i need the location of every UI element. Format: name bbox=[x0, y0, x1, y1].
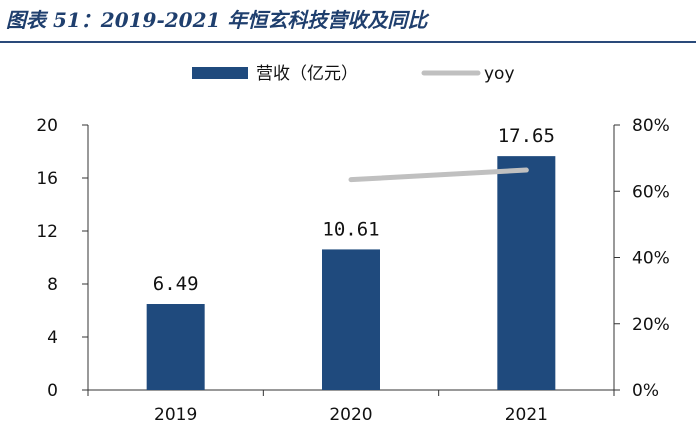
bar-2020 bbox=[322, 249, 380, 390]
legend-label-revenue: 营收（亿元） bbox=[256, 64, 358, 84]
y-left-tick-label: 8 bbox=[47, 275, 58, 295]
y-left-tick-label: 12 bbox=[36, 222, 58, 242]
y-left-tick-label: 0 bbox=[47, 381, 58, 401]
y-right-tick-label: 80% bbox=[632, 116, 670, 136]
yoy-line bbox=[348, 167, 529, 183]
y-left-tick-label: 4 bbox=[47, 328, 58, 348]
page-title: 图表 51：2019-2021 年恒玄科技营收及同比 bbox=[6, 8, 428, 32]
data-labels: 6.49 10.61 17.65 bbox=[153, 125, 555, 295]
y-right-tick-label: 40% bbox=[632, 249, 670, 269]
y-left-tick-label: 20 bbox=[36, 116, 58, 136]
x-tick-label: 2019 bbox=[154, 405, 197, 425]
legend-label-yoy: yoy bbox=[484, 64, 515, 84]
legend: 营收（亿元） yoy bbox=[192, 64, 515, 84]
axes: 0 4 8 12 16 20 0% 20% 40% 60% 80% 2019 2020 2021 bbox=[36, 116, 669, 425]
data-label-2021: 17.65 bbox=[498, 125, 555, 147]
yoy-line-layer bbox=[348, 167, 529, 183]
y-right-tick-label: 0% bbox=[632, 381, 659, 401]
bars bbox=[146, 156, 556, 390]
title-divider bbox=[0, 41, 696, 43]
y-left-tick-label: 16 bbox=[36, 169, 58, 189]
y-right-tick-label: 60% bbox=[632, 182, 670, 202]
data-label-2020: 10.61 bbox=[322, 218, 379, 240]
x-tick-label: 2020 bbox=[329, 405, 372, 425]
legend-swatch-revenue bbox=[192, 67, 248, 79]
bar-2019 bbox=[146, 304, 205, 390]
data-label-2019: 6.49 bbox=[153, 273, 199, 295]
y-right-tick-label: 20% bbox=[632, 315, 670, 335]
bar-2021 bbox=[497, 156, 556, 390]
x-tick-label: 2021 bbox=[505, 405, 548, 425]
